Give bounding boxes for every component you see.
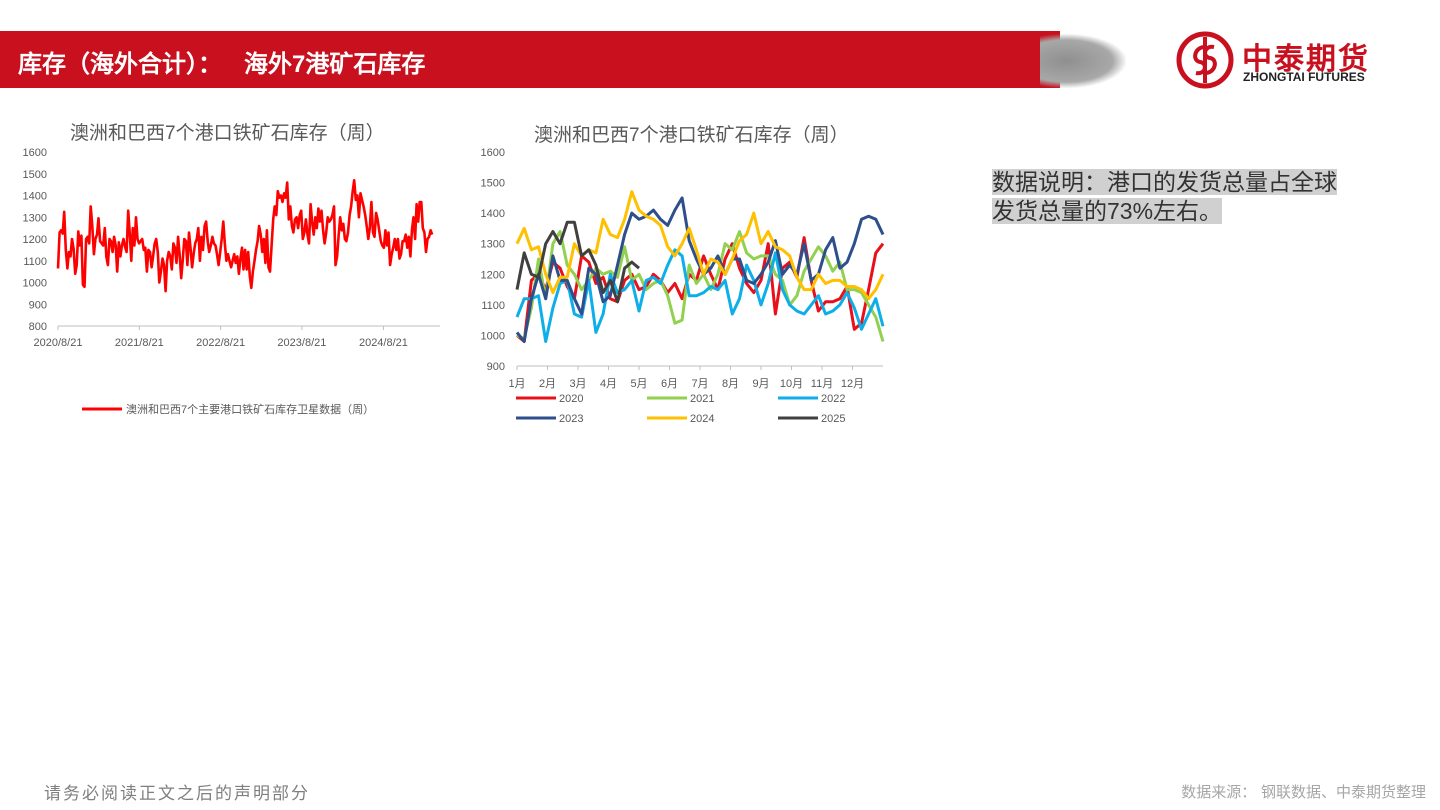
chart1-y-tick-label: 1600 <box>23 147 47 159</box>
chart2-x-tick-label: 1月 <box>508 378 525 390</box>
footer-source: 数据来源： 钢联数据、中泰期货整理 <box>1181 783 1426 801</box>
chart2-series-line-2024 <box>515 190 885 301</box>
chart2-legend-label: 2025 <box>821 413 845 425</box>
footer-disclaimer: 请务必阅读正文之后的声明部分 <box>44 784 310 804</box>
chart1-legend-label: 澳洲和巴西7个主要港口铁矿石库存卫星数据（周） <box>126 402 374 416</box>
chart2-x-tick-label: 3月 <box>569 378 586 390</box>
chart2-x-tick-label: 7月 <box>691 378 708 390</box>
chart1-y-tick-label: 900 <box>29 299 47 311</box>
chart1-x-tick-label: 2024/8/21 <box>359 337 408 349</box>
company-logo: 中泰期货 ZHONGTAI FUTURES <box>1176 31 1396 89</box>
header-banner <box>0 31 1060 88</box>
chart2-legend-label: 2023 <box>559 413 583 425</box>
chart1-y-tick-label: 1000 <box>23 278 47 290</box>
chart2-x-tick-label: 10月 <box>780 378 803 390</box>
chart2-legend-label: 2021 <box>690 393 714 405</box>
chart2-y-tick-label: 1100 <box>481 300 505 312</box>
chart1-y-tick-label: 1200 <box>23 234 47 246</box>
chart2-legend-label: 2020 <box>559 393 583 405</box>
chart1-y-tick-label: 1100 <box>23 256 47 268</box>
chart1-series-line <box>56 178 434 293</box>
chart2-x-tick-label: 2月 <box>539 378 556 390</box>
chart2-x-tick-label: 5月 <box>630 378 647 390</box>
chart2-y-tick-label: 1300 <box>481 239 505 251</box>
chart2-y-tick-label: 900 <box>487 361 505 373</box>
chart2-x-tick-label: 11月 <box>811 378 833 390</box>
chart2-title: 澳洲和巴西7个港口铁矿石库存（周） <box>534 125 849 146</box>
chart1-x-tick-label: 2022/8/21 <box>196 337 245 349</box>
chart2-y-tick-label: 1600 <box>481 147 505 159</box>
chart1-x-tick-label: 2020/8/21 <box>34 337 83 349</box>
chart1-y-tick-label: 1300 <box>23 212 47 224</box>
chart2-x-tick-label: 8月 <box>722 378 739 390</box>
chart2-x-tick-label: 12月 <box>841 378 864 390</box>
logo-name-en: ZHONGTAI FUTURES <box>1243 70 1365 84</box>
chart1-weekly-inventory: 800 900 1000 1100 1200 1300 1400 1500 1600 2020/8… <box>23 147 440 416</box>
chart2-x-tick-label: 9月 <box>752 378 769 390</box>
zhongtai-logo-icon <box>1176 31 1234 89</box>
chart2-series-line-2022 <box>515 248 885 343</box>
data-note: 数据说明：港口的发货总量占全球发货总量的73%左右。 <box>992 168 1352 226</box>
chart2-y-tick-label: 1400 <box>481 208 505 220</box>
chart2-series-line-2025 <box>515 220 640 304</box>
chart1-y-tick-label: 1500 <box>23 169 47 181</box>
chart1-x-tick-label: 2021/8/21 <box>115 337 164 349</box>
chart1-title: 澳洲和巴西7个港口铁矿石库存（周） <box>70 123 385 144</box>
chart1-y-tick-label: 800 <box>29 321 47 333</box>
logo-name-cn: 中泰期货 <box>1242 43 1370 76</box>
chart2-y-tick-label: 1000 <box>481 330 505 342</box>
chart2-x-tick-label: 6月 <box>661 378 678 390</box>
page-title: 库存（海外合计）： 海外7港矿石库存 <box>18 44 425 79</box>
chart2-seasonal-inventory: 900 1000 1100 1200 1300 1400 1500 1600 1月 2月 3月 4月 5… <box>481 147 885 425</box>
chart2-y-tick-label: 1200 <box>481 269 505 281</box>
chart2-legend-label: 2024 <box>690 413 714 425</box>
banner-shadow-decoration <box>1040 34 1126 88</box>
chart1-y-tick-label: 1400 <box>23 191 47 203</box>
chart1-x-tick-label: 2023/8/21 <box>277 337 326 349</box>
chart2-legend-label: 2022 <box>821 393 845 405</box>
page-title-part2: 海外7港矿石库存 <box>244 51 426 78</box>
chart2-x-tick-label: 4月 <box>600 378 617 390</box>
chart2-series-line-2021 <box>516 230 885 342</box>
chart2-y-tick-label: 1500 <box>481 178 505 190</box>
data-note-text: 数据说明：港口的发货总量占全球发货总量的73%左右。 <box>992 169 1337 224</box>
page-title-part1: 库存（海外合计）： <box>18 51 222 78</box>
